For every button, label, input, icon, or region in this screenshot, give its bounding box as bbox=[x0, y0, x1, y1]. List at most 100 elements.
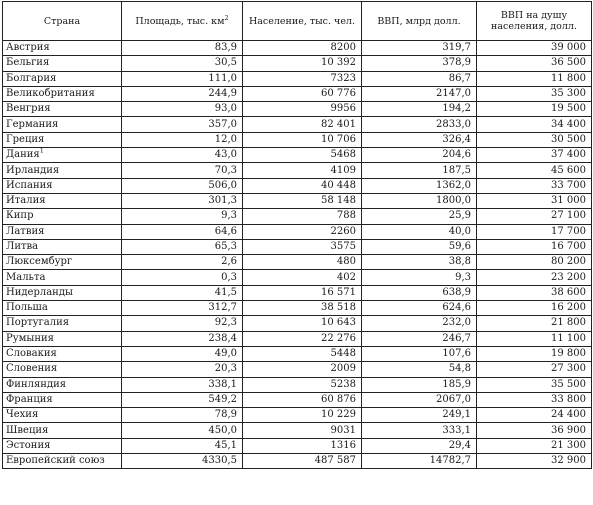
table-row: Бельгия 30,5 10 392 378,9 36 500 bbox=[2, 55, 592, 72]
cell-gdp: 25,9 bbox=[361, 208, 477, 225]
cell-country: Бельгия bbox=[2, 55, 122, 72]
cell-gdp: 333,1 bbox=[361, 422, 477, 439]
cell-country: Нидерланды bbox=[2, 284, 122, 302]
cell-gdp-per-capita: 32 900 bbox=[476, 453, 592, 470]
header-area: Площадь, тыс. км2 bbox=[121, 1, 243, 41]
table-row: Мальта 0,3 402 9,3 23 200 bbox=[2, 269, 592, 286]
cell-gdp: 14782,7 bbox=[361, 453, 477, 470]
country-name: Латвия bbox=[6, 225, 45, 237]
cell-country: Мальта bbox=[2, 269, 122, 286]
cell-population: 487 587 bbox=[242, 453, 362, 470]
cell-country: Австрия bbox=[2, 39, 122, 57]
cell-gdp: 54,8 bbox=[361, 361, 477, 378]
cell-gdp-per-capita: 31 000 bbox=[476, 192, 592, 210]
cell-area: 92,3 bbox=[121, 315, 243, 332]
cell-country: Германия bbox=[2, 116, 122, 133]
cell-country: Дания1 bbox=[2, 147, 122, 164]
table-row: Эстония 45,1 1316 29,4 21 300 bbox=[2, 437, 592, 455]
country-name: Литва bbox=[6, 241, 39, 252]
table-row: Великобритания 244,9 60 776 2147,0 35 300 bbox=[2, 85, 592, 103]
cell-gdp-per-capita: 36 500 bbox=[476, 55, 592, 72]
cell-population: 38 518 bbox=[242, 300, 362, 317]
cell-country: Швеция bbox=[2, 422, 122, 439]
cell-area: 301,3 bbox=[121, 192, 243, 210]
country-name: Германия bbox=[6, 118, 59, 130]
cell-area: 65,3 bbox=[121, 238, 243, 256]
table-row: Германия 357,0 82 401 2833,0 34 400 bbox=[2, 116, 592, 133]
table-row: Чехия 78,9 10 229 249,1 24 400 bbox=[2, 407, 592, 424]
cell-population: 10 392 bbox=[242, 55, 362, 72]
cell-area: 20,3 bbox=[121, 361, 243, 378]
cell-population: 2009 bbox=[242, 361, 362, 378]
cell-area: 244,9 bbox=[121, 85, 243, 103]
cell-gdp: 194,2 bbox=[361, 101, 477, 118]
cell-gdp-per-capita: 21 300 bbox=[476, 437, 592, 455]
cell-gdp-per-capita: 19 800 bbox=[476, 345, 592, 363]
cell-gdp: 107,6 bbox=[361, 345, 477, 363]
table-row: Люксембург 2,6 480 38,8 80 200 bbox=[2, 254, 592, 271]
table-row: Кипр 9,3 788 25,9 27 100 bbox=[2, 208, 592, 225]
cell-gdp-per-capita: 16 700 bbox=[476, 238, 592, 256]
header-gdp: ВВП, млрд долл. bbox=[361, 1, 477, 41]
cell-gdp: 185,9 bbox=[361, 376, 477, 393]
cell-population: 82 401 bbox=[242, 116, 362, 133]
cell-population: 10 229 bbox=[242, 407, 362, 424]
cell-area: 338,1 bbox=[121, 376, 243, 393]
cell-gdp: 59,6 bbox=[361, 238, 477, 256]
cell-area: 64,6 bbox=[121, 223, 243, 240]
cell-area: 70,3 bbox=[121, 162, 243, 179]
cell-population: 10 643 bbox=[242, 315, 362, 332]
cell-country: Литва bbox=[2, 238, 122, 256]
cell-gdp: 638,9 bbox=[361, 284, 477, 302]
cell-country: Словения bbox=[2, 361, 122, 378]
country-name: Люксембург bbox=[6, 256, 73, 268]
eu-statistics-table: Страна Площадь, тыс. км2 Население, тыс.… bbox=[2, 1, 592, 470]
cell-gdp: 2067,0 bbox=[361, 391, 477, 409]
cell-country: Италия bbox=[2, 192, 122, 210]
cell-area: 450,0 bbox=[121, 422, 243, 439]
cell-population: 40 448 bbox=[242, 177, 362, 194]
table-row: Франция 549,2 60 876 2067,0 33 800 bbox=[2, 391, 592, 409]
country-name: Италия bbox=[6, 195, 46, 207]
cell-gdp: 246,7 bbox=[361, 330, 477, 347]
cell-population: 480 bbox=[242, 254, 362, 271]
cell-area: 111,0 bbox=[121, 70, 243, 87]
cell-gdp: 40,0 bbox=[361, 223, 477, 240]
cell-gdp-per-capita: 30 500 bbox=[476, 131, 592, 149]
table-row: Нидерланды 41,5 16 571 638,9 38 600 bbox=[2, 284, 592, 302]
country-name: Венгрия bbox=[6, 103, 51, 115]
table-row: Болгария 111,0 7323 86,7 11 800 bbox=[2, 70, 592, 87]
cell-population: 2260 bbox=[242, 223, 362, 240]
country-name: Словакия bbox=[6, 348, 57, 360]
cell-gdp-per-capita: 17 700 bbox=[476, 223, 592, 240]
cell-area: 9,3 bbox=[121, 208, 243, 225]
cell-country: Франция bbox=[2, 391, 122, 409]
cell-area: 41,5 bbox=[121, 284, 243, 302]
cell-country: Испания bbox=[2, 177, 122, 194]
country-name: Кипр bbox=[6, 210, 34, 222]
cell-population: 7323 bbox=[242, 70, 362, 87]
country-name: Мальта bbox=[6, 271, 46, 283]
table-row: Португалия 92,3 10 643 232,0 21 800 bbox=[2, 315, 592, 332]
cell-population: 5448 bbox=[242, 345, 362, 363]
cell-gdp: 378,9 bbox=[361, 55, 477, 72]
country-name: Болгария bbox=[6, 72, 57, 84]
cell-gdp: 204,6 bbox=[361, 147, 477, 164]
cell-country: Кипр bbox=[2, 208, 122, 225]
cell-country: Люксембург bbox=[2, 254, 122, 271]
table-row: Словакия 49,0 5448 107,6 19 800 bbox=[2, 345, 592, 363]
cell-area: 30,5 bbox=[121, 55, 243, 72]
cell-gdp: 86,7 bbox=[361, 70, 477, 87]
cell-country: Румыния bbox=[2, 330, 122, 347]
cell-population: 788 bbox=[242, 208, 362, 225]
cell-population: 5468 bbox=[242, 147, 362, 164]
cell-gdp-per-capita: 39 000 bbox=[476, 39, 592, 57]
table-row: Швеция 450,0 9031 333,1 36 900 bbox=[2, 422, 592, 439]
cell-gdp: 1362,0 bbox=[361, 177, 477, 194]
cell-gdp: 249,1 bbox=[361, 407, 477, 424]
cell-gdp: 232,0 bbox=[361, 315, 477, 332]
table-row: Италия 301,3 58 148 1800,0 31 000 bbox=[2, 192, 592, 210]
country-name: Чехия bbox=[6, 409, 39, 421]
cell-gdp-per-capita: 11 100 bbox=[476, 330, 592, 347]
